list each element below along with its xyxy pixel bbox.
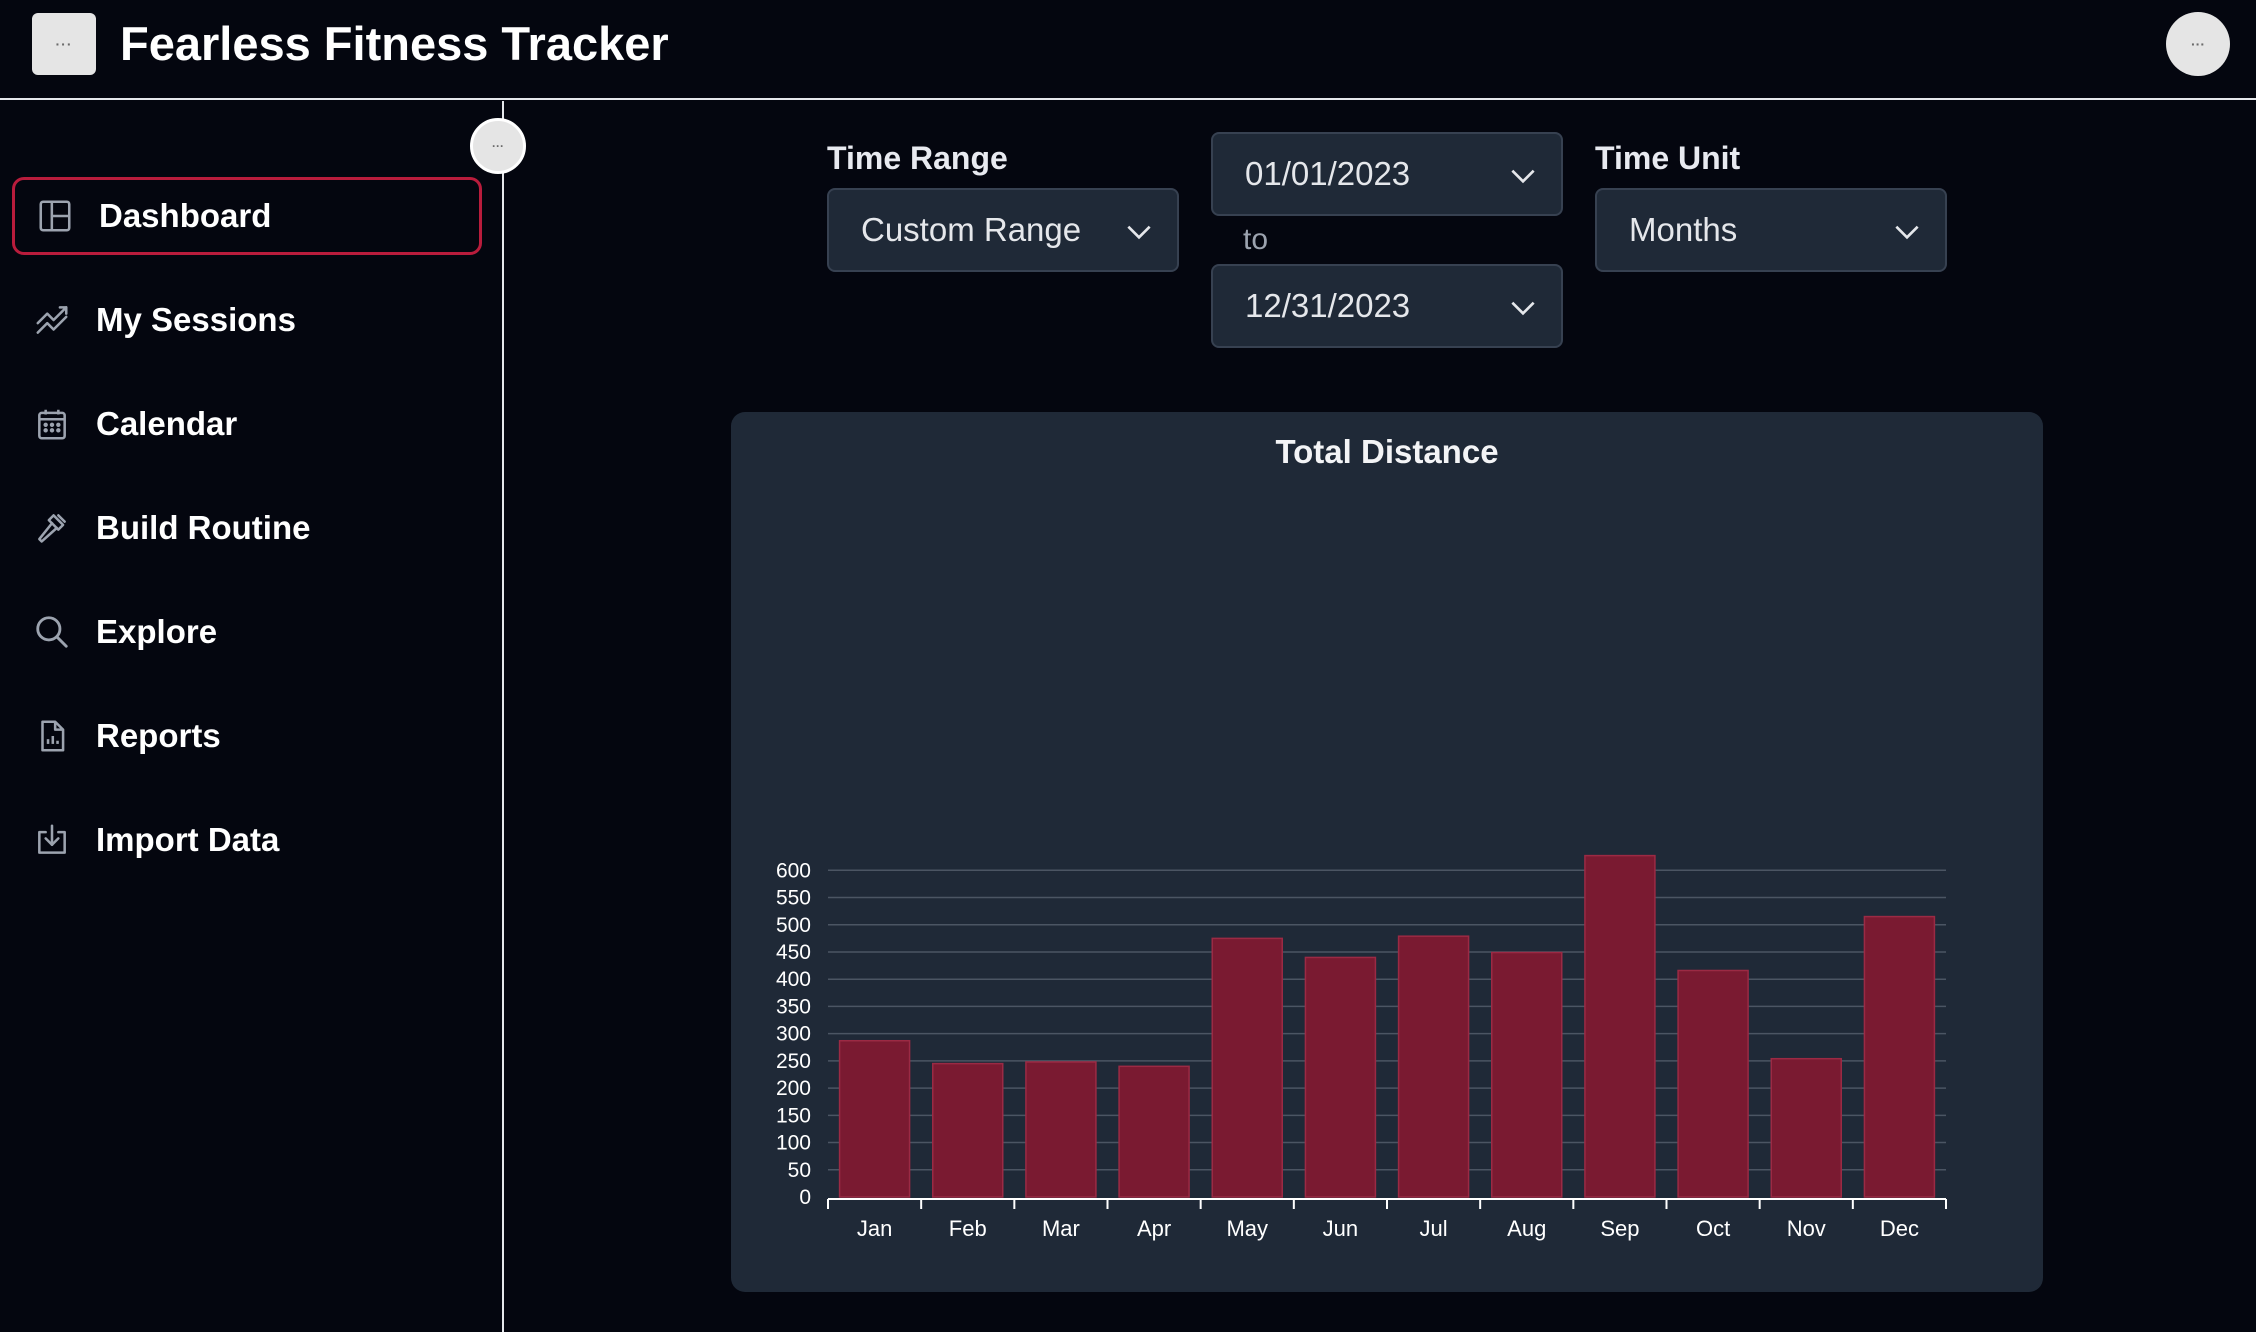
x-tick-label: Apr [1137, 1216, 1171, 1241]
sidebar-item-label: Explore [96, 613, 218, 650]
y-tick-label: 550 [776, 887, 811, 910]
start-date-select[interactable]: 01/01/2023 [1211, 132, 1563, 216]
bar-jun [1304, 956, 1377, 1198]
bar-jan [838, 1039, 911, 1198]
x-tick-label: Mar [1042, 1216, 1080, 1241]
time-unit-select[interactable]: Months [1595, 188, 1947, 272]
import-icon [32, 820, 72, 860]
sidebar-item-build-routine[interactable]: Build Routine [12, 489, 482, 567]
x-tick-label: Feb [949, 1216, 987, 1241]
bar-jul [1397, 935, 1470, 1198]
x-tick-label: May [1226, 1216, 1268, 1241]
x-tick-label: Jun [1323, 1216, 1358, 1241]
sidebar-item-explore[interactable]: Explore [12, 593, 482, 671]
y-tick-label: 300 [776, 1023, 811, 1046]
start-date-value: 01/01/2023 [1245, 155, 1411, 192]
sidebar-collapse-button[interactable]: ··· [470, 118, 526, 174]
date-range-separator: to [1243, 223, 1269, 256]
calendar-icon [32, 404, 72, 444]
chevron-down-icon [1511, 301, 1535, 316]
chevron-down-icon [1127, 225, 1151, 240]
x-tick-label: Oct [1696, 1216, 1730, 1241]
time-unit-label: Time Unit [1595, 140, 1741, 176]
x-tick-label: Sep [1600, 1216, 1639, 1241]
sidebar-item-label: Calendar [96, 405, 238, 442]
time-range-label: Time Range [827, 140, 1008, 176]
x-tick-label: Jan [857, 1216, 892, 1241]
bar-oct [1677, 969, 1749, 1198]
y-tick-label: 450 [776, 941, 811, 964]
y-tick-label: 600 [776, 859, 811, 882]
app-header: ··· Fearless Fitness Tracker ··· [0, 0, 2256, 100]
x-tick-label: Nov [1787, 1216, 1826, 1241]
layout-icon [35, 196, 75, 236]
bar-sep [1584, 854, 1656, 1198]
sidebar-item-import-data[interactable]: Import Data [12, 801, 482, 879]
bar-apr [1118, 1065, 1190, 1198]
sidebar-item-dashboard[interactable]: Dashboard [12, 177, 482, 255]
end-date-select[interactable]: 12/31/2023 [1211, 264, 1563, 348]
chart-title: Total Distance [1275, 433, 1499, 470]
trend-icon [32, 300, 72, 340]
y-tick-label: 500 [776, 914, 811, 937]
bar-mar [1025, 1061, 1097, 1198]
chevron-down-icon [1895, 225, 1919, 240]
bar-aug [1491, 951, 1563, 1198]
time-range-select[interactable]: Custom Range [827, 188, 1179, 272]
sidebar-item-label: My Sessions [96, 301, 296, 338]
x-tick-label: Dec [1880, 1216, 1919, 1241]
hammer-icon [32, 508, 72, 548]
y-tick-label: 250 [776, 1050, 811, 1073]
time-range-value: Custom Range [861, 211, 1082, 248]
y-tick-label: 0 [799, 1186, 811, 1209]
y-tick-label: 350 [776, 995, 811, 1018]
y-tick-label: 200 [776, 1077, 811, 1100]
avatar-icon: ··· [2191, 36, 2205, 52]
sidebar-item-my-sessions[interactable]: My Sessions [12, 281, 482, 359]
bar-may [1211, 937, 1283, 1198]
sidebar-item-calendar[interactable]: Calendar [12, 385, 482, 463]
chevron-down-icon [1511, 169, 1535, 184]
sidebar-item-label: Build Routine [96, 509, 311, 546]
collapse-icon: ··· [492, 139, 504, 153]
app-title: Fearless Fitness Tracker [120, 17, 669, 70]
user-avatar-button[interactable]: ··· [2166, 12, 2230, 76]
total-distance-chart-card: Total Distance 0 50 100 150 200 250 300 350 400 4… [731, 412, 2043, 1292]
sidebar-item-label: Dashboard [99, 197, 272, 234]
bar-nov [1770, 1057, 1842, 1198]
sidebar-item-label: Import Data [96, 821, 280, 858]
bar-feb [932, 1062, 1004, 1198]
x-tick-label: Aug [1507, 1216, 1546, 1241]
y-tick-label: 100 [776, 1132, 811, 1155]
sidebar-item-reports[interactable]: Reports [12, 697, 482, 775]
sidebar-item-label: Reports [96, 717, 221, 754]
search-icon [32, 612, 72, 652]
y-tick-label: 50 [788, 1159, 811, 1182]
menu-icon: ··· [55, 36, 73, 52]
end-date-value: 12/31/2023 [1245, 287, 1411, 324]
bar-dec [1863, 915, 1936, 1198]
x-tick-label: Jul [1420, 1216, 1448, 1241]
report-icon [32, 716, 72, 756]
menu-button[interactable]: ··· [32, 13, 96, 75]
time-unit-value: Months [1629, 211, 1738, 248]
y-tick-label: 150 [776, 1104, 811, 1127]
y-tick-label: 400 [776, 968, 811, 991]
bar-chart: 0 50 100 150 200 250 300 350 400 450 500 550 600 Jan F… [776, 854, 1947, 1241]
sidebar [0, 101, 504, 1332]
